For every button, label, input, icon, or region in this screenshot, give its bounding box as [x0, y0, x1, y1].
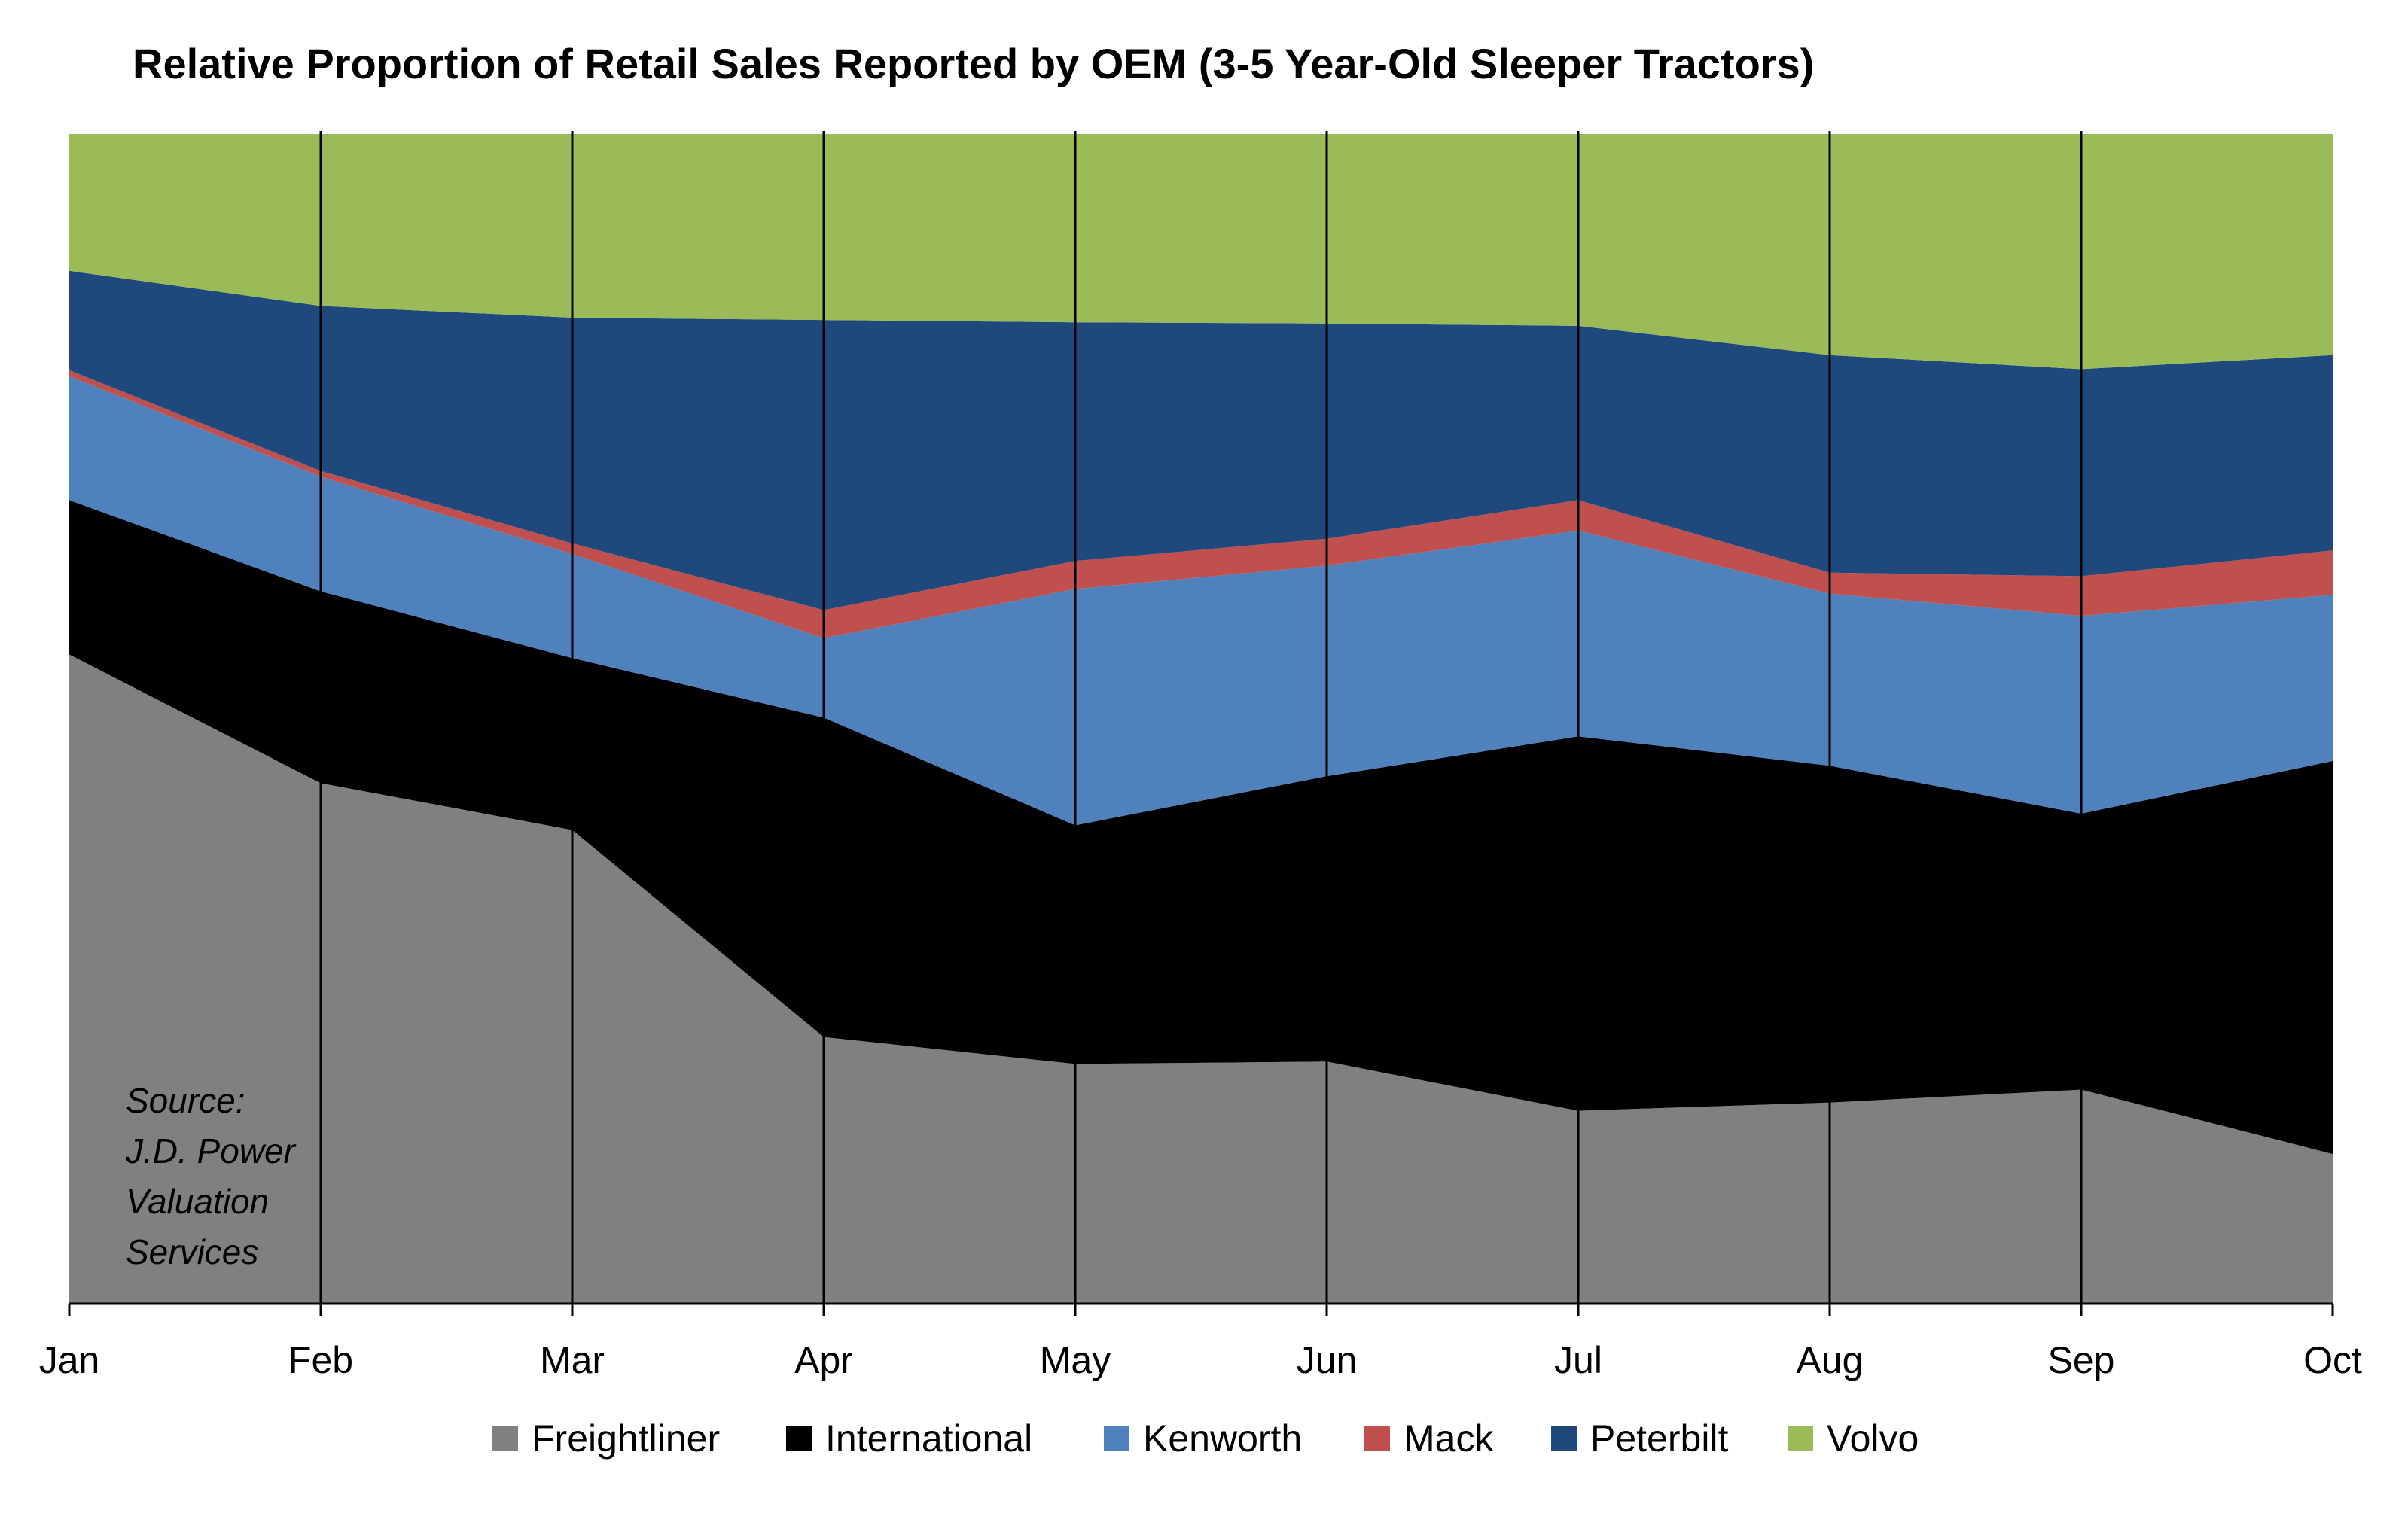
- x-tick-label-apr: Apr: [794, 1339, 853, 1381]
- legend-swatch-freightliner: [492, 1426, 518, 1451]
- legend-item-peterbilt: Peterbilt: [1551, 1417, 1729, 1460]
- area-international: [69, 500, 2333, 1155]
- area-freightliner: [69, 654, 2333, 1304]
- legend-label-peterbilt: Peterbilt: [1590, 1417, 1729, 1460]
- x-axis: Jan Feb Mar Apr May Jun Jul Aug Sep Oct: [39, 1302, 2362, 1381]
- chart-title: Relative Proportion of Retail Sales Repo…: [133, 40, 1815, 87]
- legend-item-international: International: [786, 1417, 1032, 1460]
- stacked-areas: [69, 134, 2333, 1304]
- source-line-1: Source:: [126, 1081, 245, 1120]
- legend-label-volvo: Volvo: [1827, 1417, 1919, 1460]
- source-line-3: Valuation: [126, 1182, 269, 1221]
- legend-label-kenworth: Kenworth: [1143, 1417, 1302, 1460]
- legend-swatch-kenworth: [1104, 1426, 1129, 1451]
- area-peterbilt: [69, 270, 2333, 610]
- legend: Freightliner International Kenworth Mack Pet…: [492, 1417, 1919, 1460]
- legend-item-volvo: Volvo: [1788, 1417, 1919, 1460]
- x-tick-label-feb: Feb: [288, 1339, 353, 1381]
- legend-swatch-volvo: [1788, 1426, 1813, 1451]
- x-tick-label-sep: Sep: [2048, 1339, 2115, 1381]
- source-line-4: Services: [126, 1232, 258, 1271]
- area-kenworth: [69, 376, 2333, 826]
- x-tick-label-may: May: [1040, 1339, 1111, 1381]
- legend-item-freightliner: Freightliner: [492, 1417, 720, 1460]
- legend-swatch-peterbilt: [1551, 1426, 1577, 1451]
- legend-swatch-mack: [1364, 1426, 1390, 1451]
- x-tick-label-oct: Oct: [2303, 1339, 2362, 1381]
- gridlines: [319, 131, 2083, 1313]
- legend-swatch-international: [786, 1426, 812, 1451]
- area-volvo: [69, 134, 2333, 370]
- x-tick-label-jun: Jun: [1297, 1339, 1358, 1381]
- source-line-2: J.D. Power: [125, 1131, 297, 1171]
- legend-item-mack: Mack: [1364, 1417, 1494, 1460]
- legend-label-freightliner: Freightliner: [532, 1417, 720, 1460]
- legend-item-kenworth: Kenworth: [1104, 1417, 1302, 1460]
- source-annotation: Source: J.D. Power Valuation Services: [125, 1081, 297, 1271]
- legend-label-international: International: [825, 1417, 1032, 1460]
- x-tick-label-mar: Mar: [540, 1339, 605, 1381]
- x-tick-label-jan: Jan: [39, 1339, 100, 1381]
- area-mack: [69, 370, 2333, 638]
- x-tick-label-jul: Jul: [1554, 1339, 1602, 1381]
- legend-label-mack: Mack: [1404, 1417, 1494, 1460]
- x-tick-label-aug: Aug: [1797, 1339, 1864, 1381]
